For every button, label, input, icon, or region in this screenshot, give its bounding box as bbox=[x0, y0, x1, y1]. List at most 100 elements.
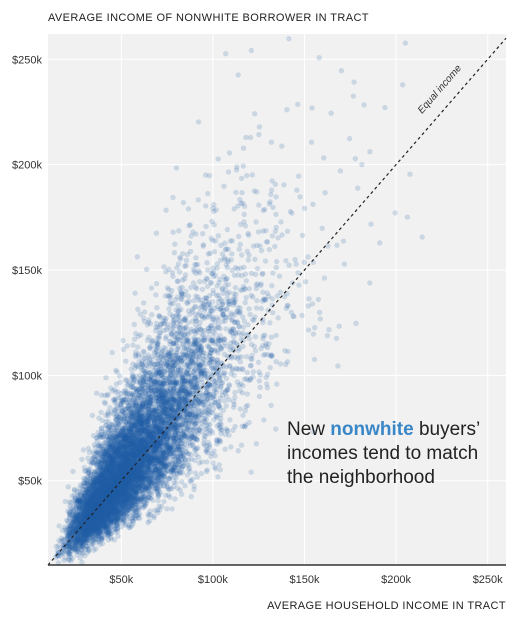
data-point bbox=[194, 474, 200, 480]
data-point bbox=[170, 325, 176, 331]
data-point bbox=[124, 343, 130, 349]
data-point bbox=[181, 379, 187, 386]
data-point bbox=[66, 534, 72, 540]
data-point bbox=[144, 354, 150, 361]
data-point bbox=[133, 412, 139, 419]
data-point bbox=[84, 526, 90, 532]
data-point bbox=[131, 453, 138, 459]
data-point bbox=[143, 266, 150, 273]
data-point bbox=[96, 505, 103, 512]
data-point bbox=[150, 415, 157, 422]
data-point bbox=[141, 411, 148, 418]
data-point bbox=[136, 469, 142, 475]
data-point bbox=[241, 211, 247, 217]
data-point bbox=[208, 235, 214, 241]
data-point bbox=[185, 206, 192, 212]
data-point bbox=[159, 434, 165, 440]
data-point bbox=[146, 434, 152, 440]
data-point bbox=[96, 489, 103, 496]
data-point bbox=[131, 443, 137, 449]
data-point bbox=[292, 256, 298, 263]
data-point bbox=[157, 478, 163, 484]
data-point bbox=[145, 482, 152, 489]
data-point bbox=[172, 369, 178, 375]
data-point bbox=[156, 458, 163, 464]
data-point bbox=[115, 486, 122, 492]
data-point bbox=[249, 172, 255, 178]
data-point bbox=[118, 415, 125, 421]
data-point bbox=[211, 348, 218, 354]
data-point bbox=[84, 502, 91, 508]
data-point bbox=[209, 299, 216, 305]
data-point bbox=[143, 371, 149, 377]
data-point bbox=[151, 420, 157, 426]
data-point bbox=[85, 469, 92, 476]
data-point bbox=[121, 467, 128, 473]
data-point bbox=[168, 474, 174, 480]
data-point bbox=[146, 402, 153, 408]
data-point bbox=[180, 277, 186, 283]
data-point bbox=[92, 485, 98, 491]
data-point bbox=[171, 419, 177, 425]
data-point bbox=[157, 384, 163, 390]
data-point bbox=[135, 474, 141, 480]
data-point bbox=[186, 240, 193, 246]
data-point bbox=[173, 480, 179, 486]
data-point bbox=[156, 363, 162, 369]
data-point bbox=[146, 415, 152, 421]
data-point bbox=[119, 504, 125, 511]
data-point bbox=[183, 262, 189, 268]
data-point bbox=[335, 363, 341, 369]
data-point bbox=[312, 325, 318, 331]
data-point bbox=[98, 499, 105, 505]
data-point bbox=[214, 438, 220, 444]
data-point bbox=[109, 484, 115, 490]
data-point bbox=[197, 279, 203, 285]
data-point bbox=[135, 344, 141, 350]
data-point bbox=[269, 178, 275, 184]
data-point bbox=[127, 456, 133, 462]
grid-lines bbox=[48, 34, 506, 565]
data-point bbox=[238, 332, 244, 338]
data-point bbox=[120, 513, 127, 520]
data-point bbox=[191, 486, 197, 493]
data-point bbox=[127, 426, 133, 432]
data-point bbox=[110, 475, 116, 481]
data-point bbox=[109, 504, 116, 510]
data-point bbox=[116, 446, 122, 453]
data-point bbox=[96, 499, 102, 505]
data-point bbox=[178, 367, 184, 373]
data-point bbox=[133, 505, 139, 512]
data-point bbox=[169, 506, 175, 512]
data-point bbox=[256, 124, 263, 130]
data-point bbox=[104, 451, 111, 457]
data-point bbox=[170, 360, 176, 366]
data-point bbox=[111, 495, 118, 501]
data-point bbox=[88, 515, 94, 521]
data-point bbox=[188, 384, 194, 390]
data-point bbox=[107, 468, 114, 475]
data-point bbox=[177, 389, 184, 396]
data-point bbox=[165, 397, 171, 404]
data-point bbox=[117, 379, 123, 385]
data-point bbox=[159, 416, 165, 422]
data-point bbox=[99, 536, 105, 542]
data-point bbox=[170, 229, 176, 235]
data-point bbox=[110, 467, 116, 474]
data-points bbox=[53, 36, 425, 566]
data-point bbox=[150, 449, 157, 455]
data-point bbox=[131, 484, 137, 490]
data-point bbox=[126, 446, 132, 452]
data-point bbox=[70, 468, 76, 475]
data-point bbox=[116, 461, 123, 467]
data-point bbox=[111, 467, 118, 473]
data-point bbox=[107, 502, 113, 508]
data-point bbox=[128, 438, 134, 444]
data-point bbox=[166, 306, 172, 312]
data-point bbox=[353, 320, 359, 326]
data-point bbox=[121, 499, 127, 505]
data-point bbox=[195, 119, 202, 125]
data-point bbox=[216, 462, 222, 468]
data-point bbox=[268, 139, 275, 145]
data-point bbox=[205, 190, 211, 197]
